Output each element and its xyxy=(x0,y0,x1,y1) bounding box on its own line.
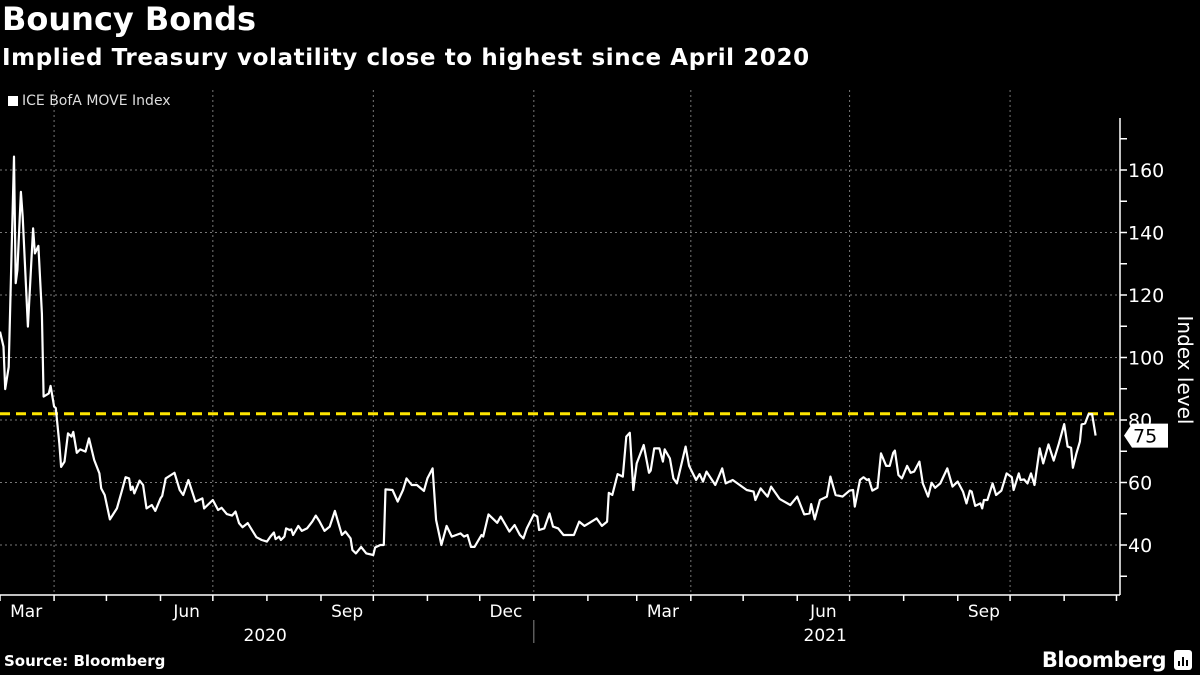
y-tick-label: 160 xyxy=(1128,160,1164,182)
logo-text: Bloomberg xyxy=(1041,648,1167,672)
y-tick-label: 40 xyxy=(1128,535,1152,557)
series-line-move-index xyxy=(0,155,1097,557)
x-tick-label: Sep xyxy=(968,602,1000,622)
legend: ICE BofA MOVE Index xyxy=(8,92,171,110)
legend-swatch xyxy=(8,96,18,106)
bloomberg-logo: Bloomberg xyxy=(1042,648,1192,672)
x-tick-label: Jun xyxy=(809,602,837,622)
plot-lines: 75 xyxy=(0,155,1168,557)
chart-subtitle: Implied Treasury volatility close to hig… xyxy=(2,45,810,71)
chart-title: Bouncy Bonds xyxy=(2,0,257,38)
last-value-badge xyxy=(1124,423,1168,448)
gridlines xyxy=(0,90,1120,595)
y-tick-label: 140 xyxy=(1128,223,1164,245)
last-value-label: 75 xyxy=(1124,423,1168,448)
legend-label: ICE BofA MOVE Index xyxy=(22,93,171,109)
bloomberg-chart-icon xyxy=(1174,650,1192,670)
year-label: 2021 xyxy=(804,626,847,646)
x-tick-label: Mar xyxy=(10,602,42,622)
year-label: 2020 xyxy=(244,626,287,646)
x-tick-label: Sep xyxy=(331,602,363,622)
y-tick-label: 120 xyxy=(1128,285,1164,307)
y-tick-label: 60 xyxy=(1128,473,1152,495)
y-axis-label: Index level xyxy=(1173,316,1197,425)
x-tick-label: Dec xyxy=(489,602,522,622)
x-tick-label: Jun xyxy=(172,602,200,622)
last-value-text: 75 xyxy=(1133,426,1157,448)
source-note: Source: Bloomberg xyxy=(4,652,166,670)
x-tick-label: Mar xyxy=(647,602,679,622)
y-tick-label: 100 xyxy=(1128,348,1164,370)
